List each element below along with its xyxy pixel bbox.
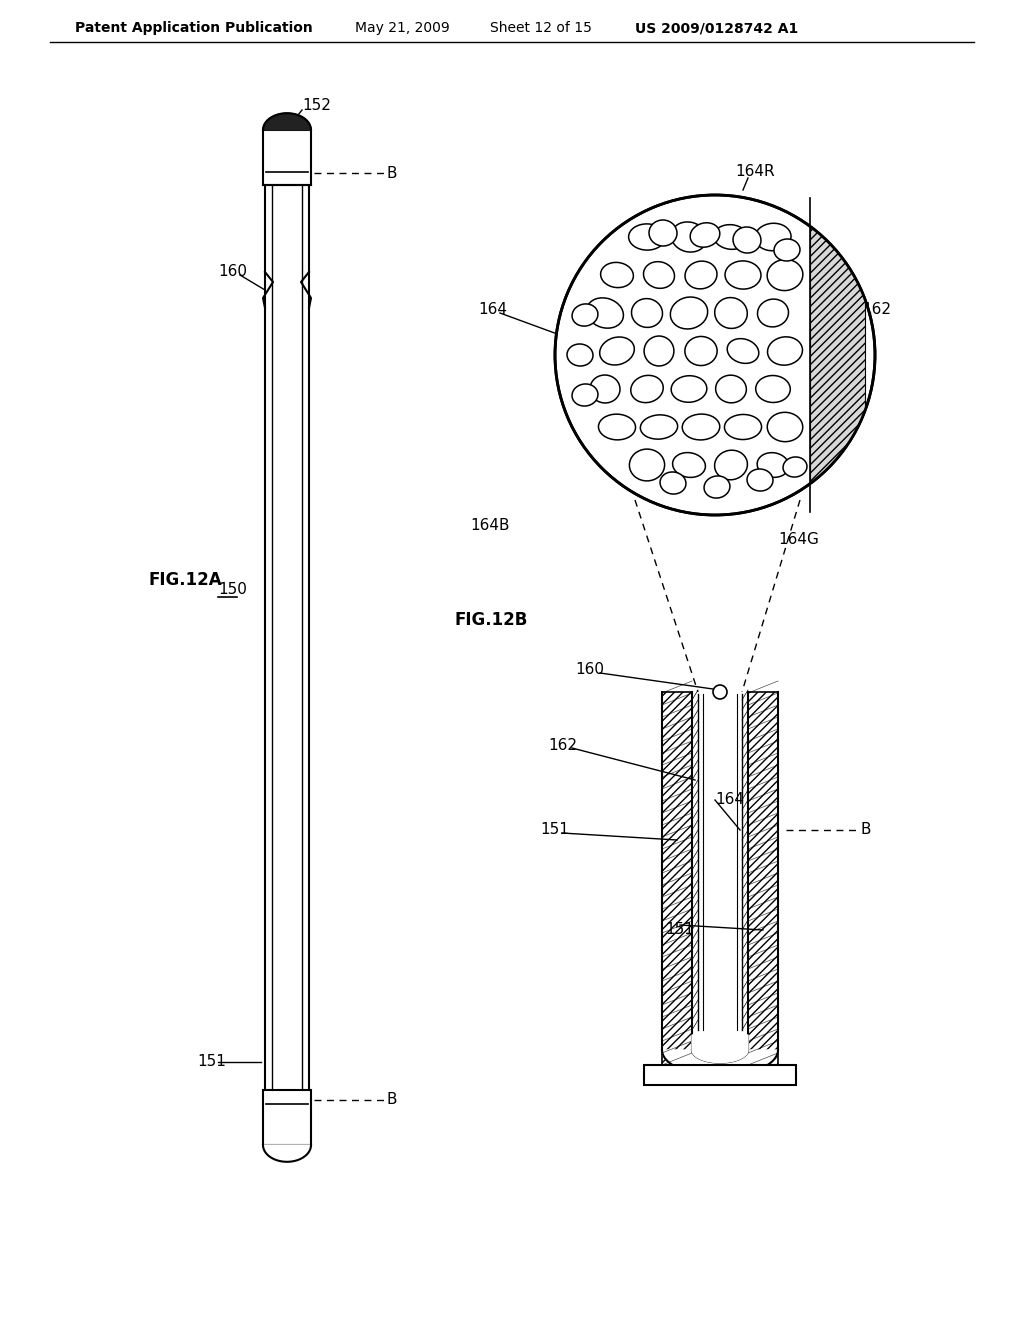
Ellipse shape <box>768 337 803 366</box>
Ellipse shape <box>690 223 720 247</box>
Text: 160: 160 <box>575 663 604 677</box>
Polygon shape <box>263 1144 311 1162</box>
Ellipse shape <box>727 339 759 363</box>
Text: 151: 151 <box>197 1055 226 1069</box>
Text: 162: 162 <box>862 302 891 318</box>
Text: 164G: 164G <box>778 532 819 548</box>
Text: 164R: 164R <box>735 165 774 180</box>
Ellipse shape <box>598 414 636 440</box>
Ellipse shape <box>682 414 720 440</box>
Text: B: B <box>387 165 397 181</box>
Ellipse shape <box>716 375 746 403</box>
Ellipse shape <box>757 453 788 478</box>
Ellipse shape <box>767 412 803 442</box>
Text: Sheet 12 of 15: Sheet 12 of 15 <box>490 21 592 36</box>
Text: FIG.12B: FIG.12B <box>455 611 528 630</box>
Ellipse shape <box>572 384 598 407</box>
Circle shape <box>713 685 727 700</box>
Ellipse shape <box>600 337 634 366</box>
Ellipse shape <box>724 414 762 440</box>
Bar <box>662 692 692 1065</box>
Ellipse shape <box>587 298 624 329</box>
Ellipse shape <box>671 376 707 403</box>
Bar <box>263 129 311 185</box>
Text: 164: 164 <box>478 302 507 318</box>
Ellipse shape <box>733 227 761 253</box>
Bar <box>810 195 865 515</box>
Ellipse shape <box>632 298 663 327</box>
Text: B: B <box>387 1093 397 1107</box>
Text: 162: 162 <box>548 738 577 752</box>
Text: 150: 150 <box>218 582 247 598</box>
Ellipse shape <box>590 375 620 403</box>
Ellipse shape <box>756 375 791 403</box>
Ellipse shape <box>685 337 717 366</box>
Polygon shape <box>662 1049 778 1076</box>
Text: 151: 151 <box>540 822 569 837</box>
Ellipse shape <box>643 261 675 288</box>
Text: Patent Application Publication: Patent Application Publication <box>75 21 312 36</box>
Text: 160: 160 <box>218 264 247 280</box>
Ellipse shape <box>572 304 598 326</box>
Ellipse shape <box>631 375 664 403</box>
Ellipse shape <box>715 450 748 479</box>
Bar <box>263 1090 311 1144</box>
Ellipse shape <box>767 260 803 290</box>
Ellipse shape <box>601 263 634 288</box>
Ellipse shape <box>567 345 593 366</box>
Ellipse shape <box>630 449 665 480</box>
Ellipse shape <box>629 224 666 249</box>
Ellipse shape <box>673 453 706 478</box>
Bar <box>810 195 865 515</box>
Ellipse shape <box>671 297 708 329</box>
Ellipse shape <box>758 300 788 327</box>
Text: US 2009/0128742 A1: US 2009/0128742 A1 <box>635 21 799 36</box>
Ellipse shape <box>715 297 748 329</box>
Ellipse shape <box>714 224 749 249</box>
Ellipse shape <box>748 469 773 491</box>
Ellipse shape <box>705 477 730 498</box>
Text: B: B <box>861 822 871 837</box>
Polygon shape <box>692 1035 748 1063</box>
Ellipse shape <box>725 261 761 289</box>
Text: 151: 151 <box>665 923 694 937</box>
Ellipse shape <box>783 457 807 477</box>
Ellipse shape <box>640 414 678 440</box>
Polygon shape <box>263 114 311 129</box>
Ellipse shape <box>774 239 800 261</box>
Ellipse shape <box>685 261 717 289</box>
Bar <box>748 692 778 1065</box>
Ellipse shape <box>649 220 677 246</box>
Ellipse shape <box>644 337 674 366</box>
Text: 152: 152 <box>302 98 331 112</box>
Bar <box>692 692 748 1035</box>
Ellipse shape <box>671 222 707 252</box>
Bar <box>644 1065 796 1085</box>
Ellipse shape <box>660 473 686 494</box>
Text: FIG.12A: FIG.12A <box>148 572 221 589</box>
Circle shape <box>555 195 874 515</box>
Text: 164B: 164B <box>470 517 510 532</box>
Ellipse shape <box>755 223 792 251</box>
Text: 164: 164 <box>715 792 744 808</box>
Text: May 21, 2009: May 21, 2009 <box>355 21 450 36</box>
